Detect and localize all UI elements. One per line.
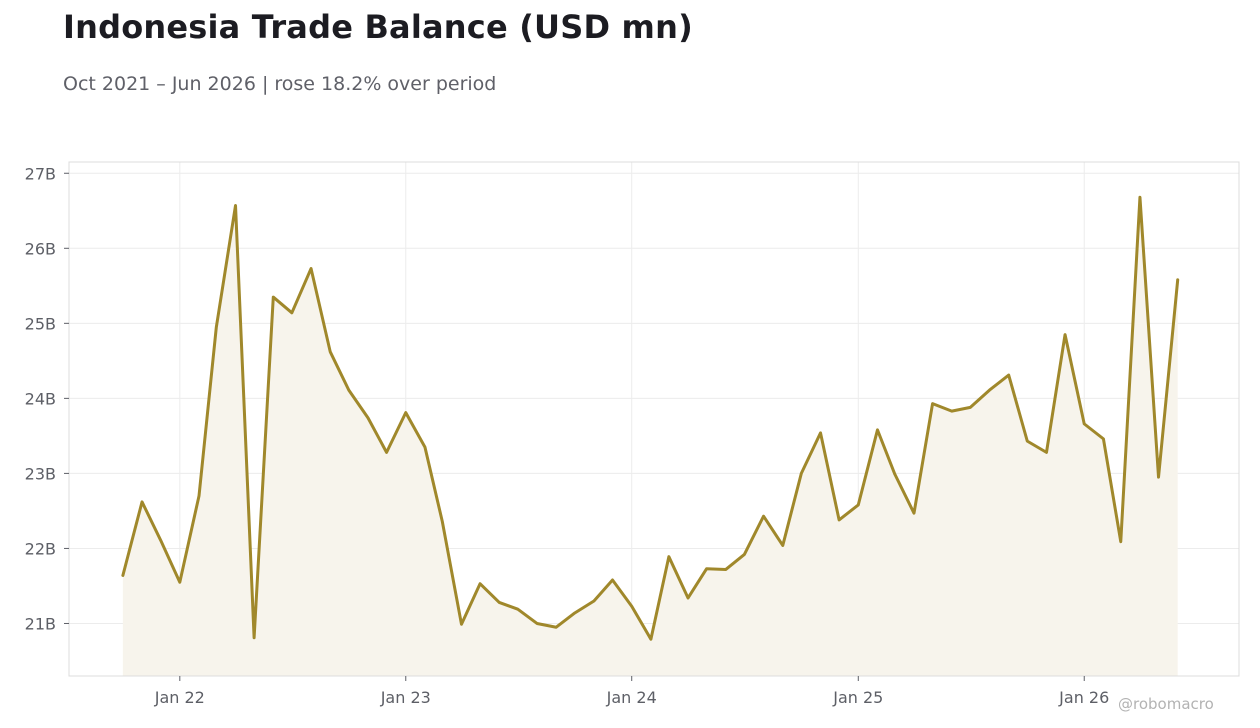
x-tick-label: Jan 23	[380, 688, 431, 707]
series-line	[121, 195, 1180, 641]
y-axis-ticks: 21B 22B 23B 24B 25B 26B 27B	[25, 164, 69, 633]
y-tick-label: 26B	[25, 239, 56, 258]
chart-title: Indonesia Trade Balance (USD mn)	[63, 8, 693, 46]
series-area-fill	[122, 197, 1178, 676]
y-tick-label: 27B	[25, 164, 56, 183]
y-tick-label: 23B	[25, 464, 56, 483]
x-tick-label: Jan 25	[832, 688, 883, 707]
plot-frame	[68, 161, 1240, 677]
x-tick-label: Jan 22	[154, 688, 205, 707]
y-tick-label: 25B	[25, 314, 56, 333]
x-axis-ticks: Jan 22 Jan 23 Jan 24 Jan 25 Jan 26	[154, 676, 1109, 707]
chart-subtitle: Oct 2021 – Jun 2026 | rose 18.2% over pe…	[63, 73, 497, 95]
watermark: @robomacro	[1118, 695, 1214, 713]
y-tick-label: 21B	[25, 614, 56, 633]
y-tick-label: 24B	[25, 389, 56, 408]
y-tick-label: 22B	[25, 539, 56, 558]
x-tick-label: Jan 26	[1058, 688, 1109, 707]
x-tick-label: Jan 24	[606, 688, 657, 707]
